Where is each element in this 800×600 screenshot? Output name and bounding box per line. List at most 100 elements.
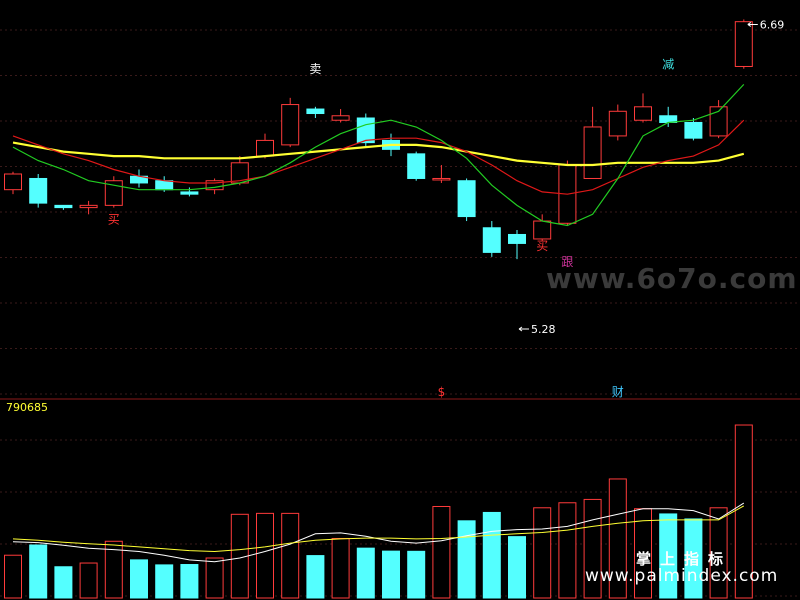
candle-body xyxy=(482,227,501,253)
ma-long-line xyxy=(12,141,745,167)
candle xyxy=(508,230,526,260)
candle-body xyxy=(684,121,703,139)
candle xyxy=(659,106,678,127)
candle-body xyxy=(533,220,552,240)
volume-bar xyxy=(155,564,174,599)
low-price-label: 5.28 xyxy=(531,323,556,336)
volume-bar xyxy=(256,512,274,599)
candle xyxy=(482,221,501,257)
volume-bar xyxy=(29,544,48,599)
candle xyxy=(205,178,224,195)
high-price-label: 6.69 xyxy=(760,18,785,31)
volume-bar xyxy=(432,505,451,599)
candle xyxy=(608,104,627,141)
candle-body xyxy=(54,204,73,209)
volume-bar xyxy=(558,502,577,599)
candle-body xyxy=(709,106,728,137)
candle xyxy=(583,106,602,179)
candle-body xyxy=(205,180,224,191)
candle xyxy=(256,133,274,159)
event-marker: 财 xyxy=(612,385,624,399)
volume-bar xyxy=(659,513,678,599)
volume-ma-white xyxy=(12,502,745,563)
candle xyxy=(331,109,350,123)
candle xyxy=(684,118,703,141)
candle-body xyxy=(356,117,375,144)
volume-bar xyxy=(331,537,350,599)
candle-body xyxy=(104,180,123,206)
watermark-chinese: 掌上指标 xyxy=(636,550,733,568)
volume-ma-yellow xyxy=(12,505,745,553)
volume-bar xyxy=(306,555,325,599)
candle-body xyxy=(457,180,476,218)
volume-bar xyxy=(407,550,426,599)
candle xyxy=(104,176,123,208)
volume-bar xyxy=(684,518,703,599)
volume-bar xyxy=(457,520,476,599)
grid-lines xyxy=(0,29,800,597)
candle xyxy=(432,165,451,183)
volume-value-label: 790685 xyxy=(6,401,48,414)
high-arrow xyxy=(747,22,758,27)
volume-bar xyxy=(104,540,123,599)
candle xyxy=(734,19,753,69)
signal-label: 减 xyxy=(662,58,674,72)
low-arrow xyxy=(518,326,529,332)
candle-body xyxy=(508,233,526,244)
watermark-6o7o: www.6o7o.com xyxy=(546,262,798,295)
candle xyxy=(4,171,22,195)
watermark-palmindex: www.palmindex.com xyxy=(585,566,779,586)
volume-bars xyxy=(4,424,753,599)
candle-body xyxy=(407,153,426,179)
volume-bar xyxy=(583,498,602,599)
volume-bar xyxy=(205,557,224,599)
candle xyxy=(180,187,199,197)
volume-bar xyxy=(281,512,300,599)
candle-body xyxy=(180,191,199,195)
candle xyxy=(533,214,552,242)
volume-bar xyxy=(54,566,73,599)
volume-bar xyxy=(482,511,501,599)
candle-body xyxy=(331,115,350,121)
candle xyxy=(709,100,728,139)
ma-mid-line xyxy=(12,119,745,195)
candle-body xyxy=(583,126,602,179)
signal-label: 卖 xyxy=(309,62,321,76)
candle xyxy=(407,151,426,181)
volume-bar xyxy=(508,536,526,599)
candle-body xyxy=(608,110,627,137)
candle-body xyxy=(79,204,98,209)
volume-bar xyxy=(382,550,400,599)
volume-bar xyxy=(79,562,98,599)
volume-bar xyxy=(533,507,552,599)
candle xyxy=(130,169,148,188)
candle-body xyxy=(281,104,300,146)
signal-label: 买 xyxy=(536,239,548,253)
candle xyxy=(79,200,98,215)
candle-body xyxy=(29,177,48,204)
candle-body xyxy=(4,173,22,191)
event-marker: $ xyxy=(438,385,446,399)
volume-bar xyxy=(130,559,148,599)
candle xyxy=(54,204,73,210)
candle-body xyxy=(306,108,325,115)
candle xyxy=(281,97,300,148)
candle-body xyxy=(634,106,652,121)
volume-bar xyxy=(734,424,753,599)
ma-short-line xyxy=(12,83,745,227)
signal-label: 买 xyxy=(108,212,120,226)
volume-bar xyxy=(4,554,22,599)
candle-body xyxy=(432,177,451,181)
volume-bar xyxy=(180,564,199,599)
candle xyxy=(29,174,48,208)
signal-label: 跟 xyxy=(561,255,573,269)
candle xyxy=(457,178,476,222)
candle-body xyxy=(155,180,174,191)
volume-bar xyxy=(608,478,627,599)
volume-bar xyxy=(356,547,375,599)
candle-body xyxy=(256,139,274,157)
candle xyxy=(306,106,325,118)
volume-bar xyxy=(709,507,728,599)
